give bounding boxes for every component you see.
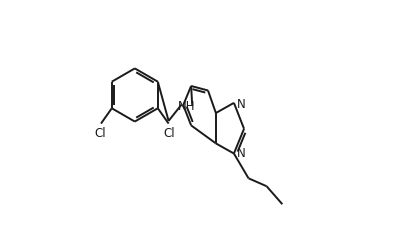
Text: N: N	[237, 98, 245, 111]
Text: Cl: Cl	[163, 127, 175, 140]
Text: Cl: Cl	[95, 127, 106, 140]
Text: NH: NH	[178, 99, 195, 112]
Text: N: N	[237, 146, 245, 159]
